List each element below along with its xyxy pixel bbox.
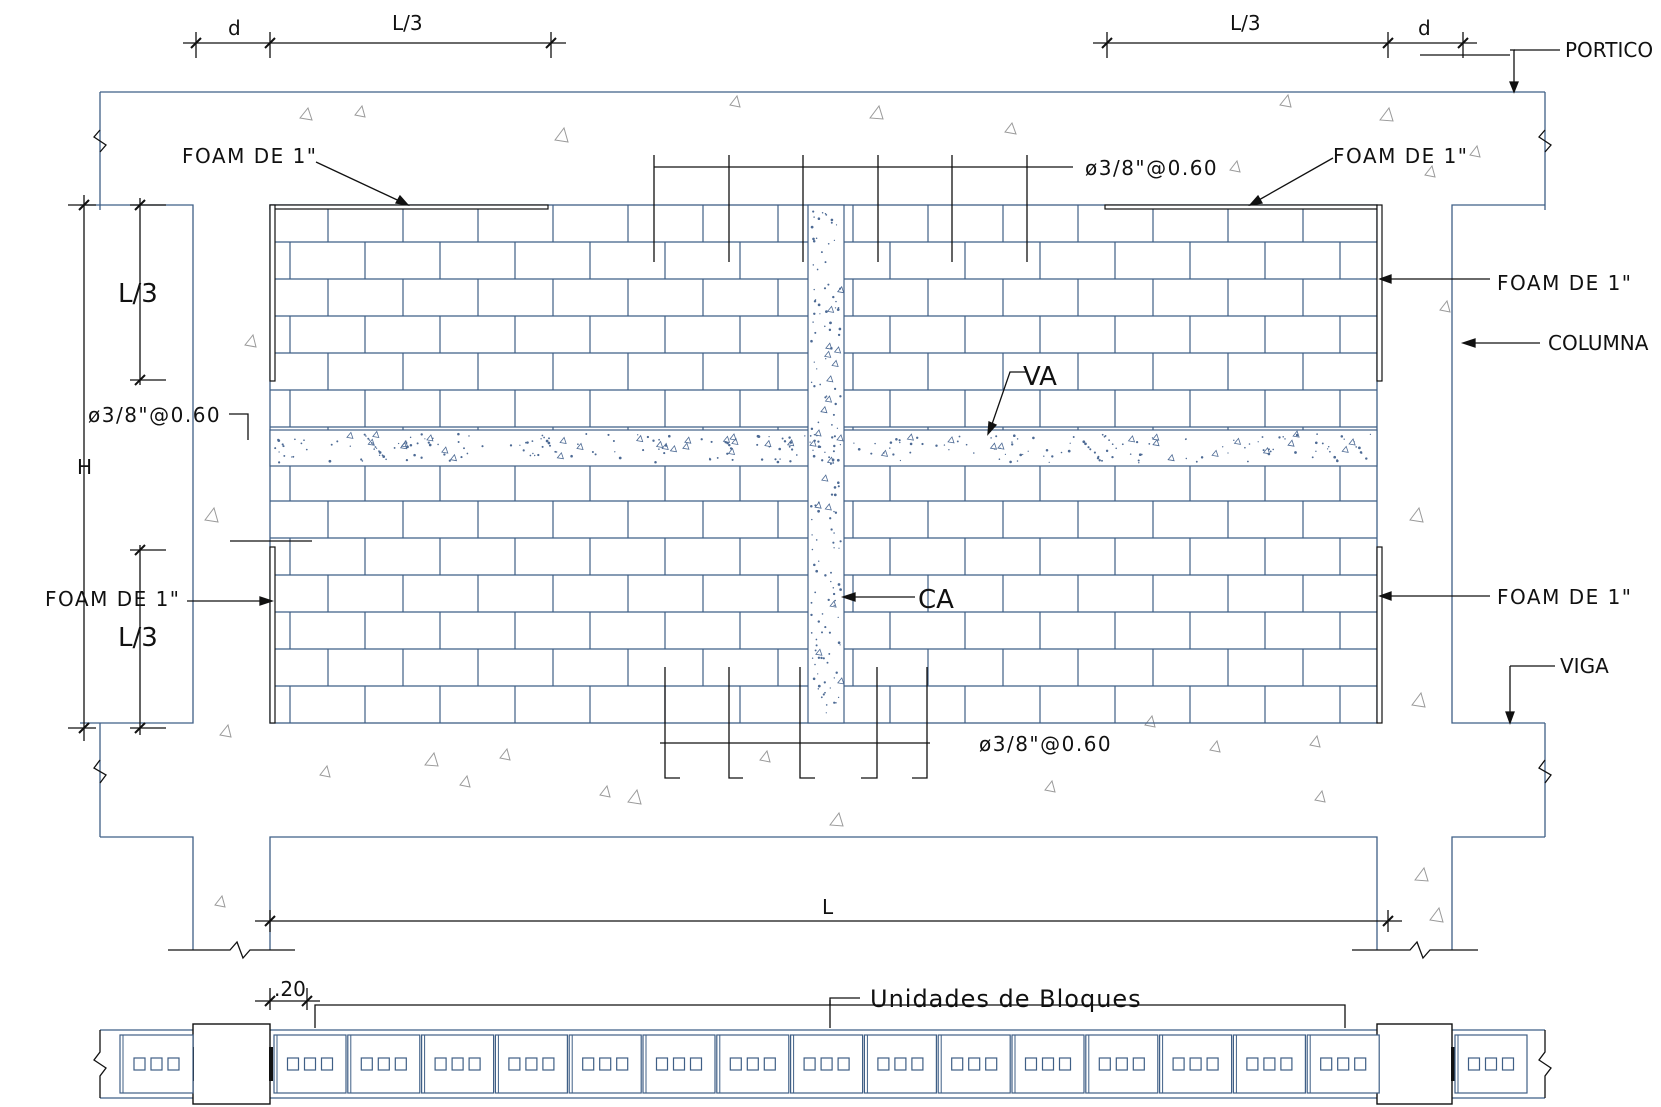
- rebar-top: [653, 155, 1073, 262]
- dim-l: L: [822, 895, 834, 919]
- rebar-bottom: [660, 667, 930, 779]
- concrete-aggregate: [204, 93, 1481, 923]
- dim-d-left: d: [228, 16, 241, 40]
- label-rebar-left: ø3/8"@0.60: [88, 403, 221, 427]
- dim-d-right: d: [1418, 16, 1431, 40]
- label-foam-right-lower: FOAM DE 1": [1497, 585, 1633, 609]
- dimension-lines: [68, 32, 1477, 1010]
- text-labels: PORTICO COLUMNA VIGA FOAM DE 1" FOAM DE …: [45, 11, 1653, 1013]
- label-foam-right-upper: FOAM DE 1": [1497, 271, 1633, 295]
- plan-column-left: [192, 1023, 271, 1105]
- label-foam-left: FOAM DE 1": [45, 587, 181, 611]
- label-foam-top-right: FOAM DE 1": [1333, 144, 1469, 168]
- rebar-left: [229, 413, 312, 542]
- dim-block-width: .20: [274, 977, 306, 1001]
- label-ca: CA: [918, 585, 954, 615]
- label-viga: VIGA: [1560, 654, 1609, 678]
- leaders: [187, 49, 1560, 1028]
- plan-section: [93, 1023, 1552, 1105]
- masonry-wall: [269, 204, 1378, 724]
- dim-l3-left-lower: L/3: [118, 623, 158, 653]
- label-foam-top-left: FOAM DE 1": [182, 144, 318, 168]
- label-rebar-top: ø3/8"@0.60: [1085, 156, 1218, 180]
- label-unidades-de-bloques: Unidades de Bloques: [870, 985, 1142, 1013]
- foam-strips: [269, 204, 1383, 724]
- label-rebar-bottom: ø3/8"@0.60: [979, 732, 1112, 756]
- label-portico: PORTICO: [1565, 38, 1653, 62]
- dim-l3-left-upper: L/3: [118, 279, 158, 309]
- plan-column-right: [1376, 1023, 1453, 1105]
- dim-l3-top-right: L/3: [1230, 11, 1261, 35]
- label-columna: COLUMNA: [1548, 331, 1649, 355]
- dim-l3-top-left: L/3: [392, 11, 423, 35]
- label-va: VA: [1023, 362, 1057, 392]
- dim-h: H: [77, 455, 92, 479]
